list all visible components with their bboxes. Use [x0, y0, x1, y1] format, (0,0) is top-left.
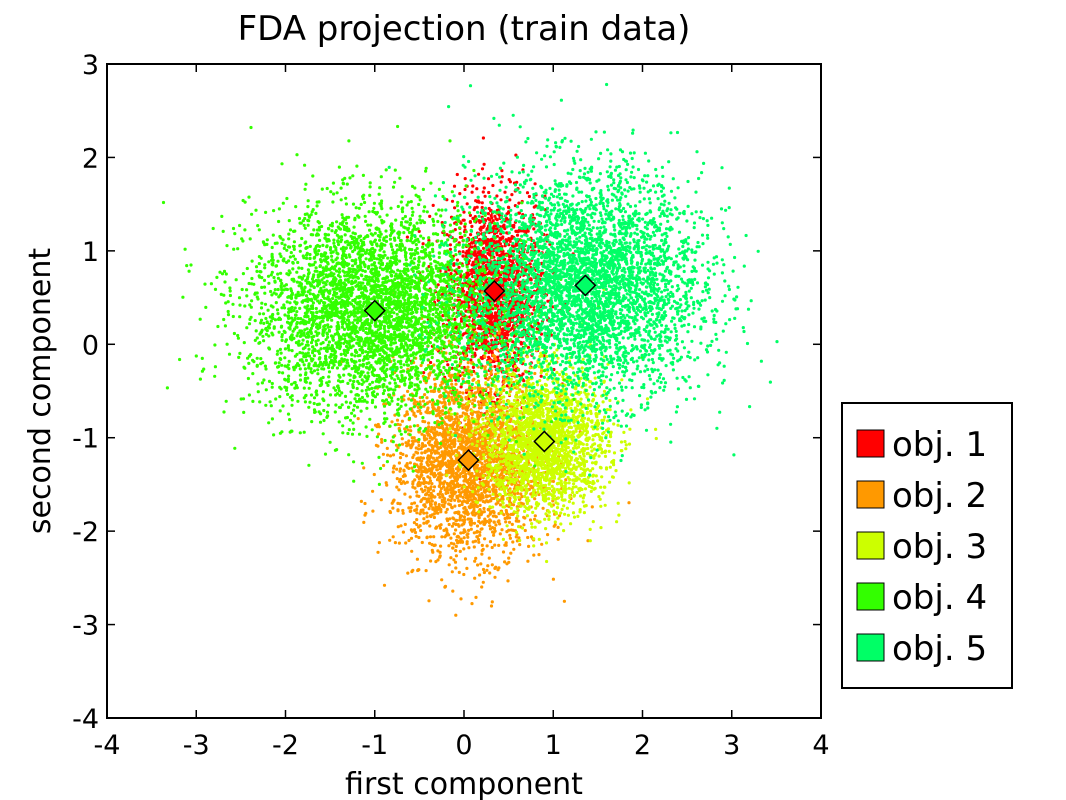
axis-ticks: -4 -3 -2 -1 0 1 2 3 4 3 2 1 0 -1 -2 -3 -4	[72, 50, 830, 761]
y-tick-label: -1	[72, 424, 99, 455]
legend-label-2: obj. 2	[892, 476, 987, 516]
y-tick-label: 2	[82, 143, 99, 174]
series-4-points	[161, 124, 645, 486]
y-tick-label: 1	[82, 237, 99, 268]
x-tick-label: -1	[361, 730, 388, 761]
series-4-mean-marker	[363, 299, 386, 322]
data-points	[161, 82, 779, 617]
y-tick-label: -4	[72, 704, 99, 735]
x-tick-label: 4	[812, 730, 829, 761]
x-axis-label: first component	[345, 767, 583, 800]
y-axis-label: second component	[23, 248, 58, 534]
y-tick-label: 0	[82, 330, 99, 361]
y-tick-label: 3	[82, 50, 99, 81]
legend-swatch-1	[856, 429, 885, 458]
legend-swatch-2	[856, 480, 885, 509]
x-tick-label: -3	[183, 730, 210, 761]
x-tick-label: 2	[634, 730, 651, 761]
legend-label-5: obj. 5	[892, 629, 987, 669]
legend-label-4: obj. 4	[892, 578, 987, 618]
y-tick-label: -3	[72, 611, 99, 642]
chart-title: FDA projection (train data)	[238, 9, 691, 49]
x-tick-label: 3	[723, 730, 740, 761]
series-3-mean-marker	[533, 430, 556, 453]
series-1-mean-marker	[483, 279, 506, 303]
legend-label-1: obj. 1	[892, 425, 987, 465]
series-5-mean-marker	[574, 274, 597, 297]
series-2-mean-marker	[457, 449, 480, 472]
class-means	[363, 274, 597, 472]
legend-swatch-4	[856, 582, 885, 611]
legend-swatch-5	[856, 633, 885, 662]
x-tick-label: -2	[272, 730, 299, 761]
x-tick-label: 0	[455, 730, 472, 761]
legend: obj. 1 obj. 2 obj. 3 obj. 4 obj. 5	[841, 402, 1013, 689]
plot-frame	[106, 63, 822, 719]
x-tick-label: -4	[94, 730, 121, 761]
y-tick-label: -2	[72, 517, 99, 548]
legend-swatch-3	[856, 531, 885, 560]
legend-label-3: obj. 3	[892, 527, 987, 567]
series-5-points	[387, 82, 779, 477]
x-tick-label: 1	[545, 730, 562, 761]
